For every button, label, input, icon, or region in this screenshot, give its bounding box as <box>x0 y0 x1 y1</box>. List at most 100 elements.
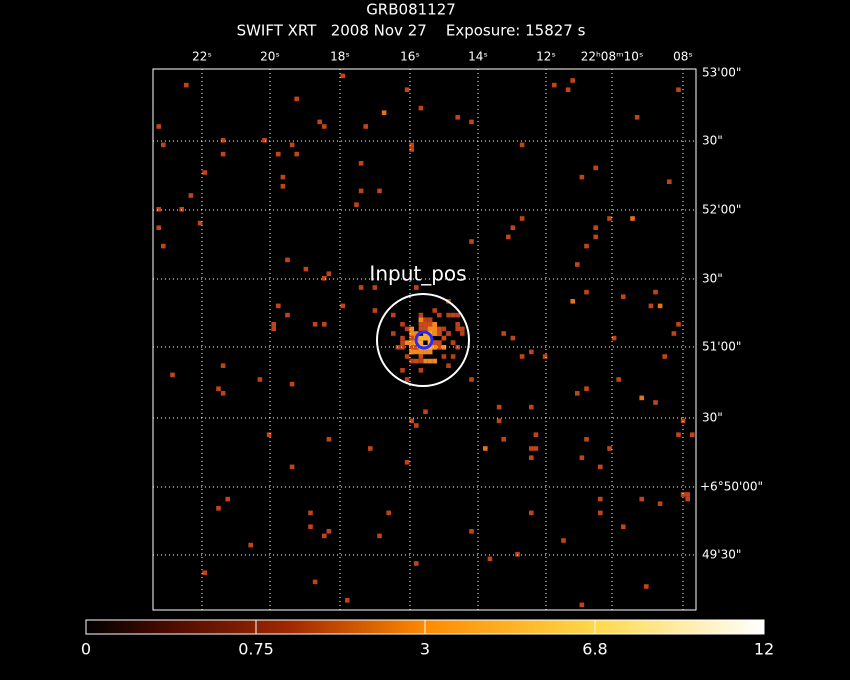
pixel <box>427 322 433 327</box>
colorbar-label: 12 <box>754 640 774 659</box>
pixel <box>289 381 295 387</box>
pixel <box>501 331 506 336</box>
pixel <box>570 78 575 83</box>
pixel <box>308 524 313 529</box>
pixel <box>667 179 672 184</box>
pixel <box>326 271 332 276</box>
pixel <box>519 142 525 148</box>
title: GRB081127 <box>366 1 456 19</box>
pixel <box>685 496 690 502</box>
dec-label: 30" <box>702 411 723 425</box>
pixel <box>653 400 658 405</box>
pixel <box>676 87 681 92</box>
pixel <box>437 326 442 332</box>
colorbar-label: 0 <box>81 640 91 659</box>
pixel <box>414 349 419 355</box>
pixel <box>575 262 580 267</box>
pixel <box>161 243 166 249</box>
pixel <box>381 110 387 115</box>
pixel <box>519 354 525 359</box>
pixel <box>450 354 456 359</box>
pixel <box>598 496 603 502</box>
pixel <box>441 335 447 341</box>
pixel <box>575 391 580 396</box>
pixel <box>671 331 677 336</box>
pixel <box>322 276 327 281</box>
pixel <box>179 207 184 212</box>
pixel <box>400 368 405 373</box>
pixel <box>404 460 410 465</box>
pixel <box>680 418 686 424</box>
ra-label: 18ˢ <box>330 50 350 64</box>
pixel <box>639 496 644 502</box>
pixel <box>386 510 391 516</box>
pixel <box>368 446 373 451</box>
pixel <box>653 289 658 295</box>
pixel <box>414 561 419 566</box>
pixel <box>441 326 447 332</box>
pixel <box>607 446 612 451</box>
pixel <box>515 552 520 557</box>
pixel <box>409 335 414 341</box>
pixel <box>423 322 428 327</box>
pixel <box>690 432 695 437</box>
pixel <box>469 239 474 244</box>
pixel <box>170 372 175 378</box>
pixel <box>220 138 226 143</box>
pixel <box>598 464 603 470</box>
pixel <box>506 234 511 240</box>
colorbar-label: 0.75 <box>238 640 274 659</box>
pixel <box>529 455 534 460</box>
pixel <box>404 87 410 92</box>
pixel <box>418 368 424 373</box>
pixel <box>483 446 488 451</box>
pixel <box>418 349 424 355</box>
pixel <box>676 432 681 437</box>
pixel <box>294 96 299 102</box>
colorbar-labels: 0 0.75 3 6.8 12 <box>81 620 774 659</box>
colorbar-label: 3 <box>420 640 430 659</box>
pixel <box>469 529 474 534</box>
pixel <box>427 317 433 322</box>
pixel <box>289 142 295 148</box>
pixel <box>496 418 502 424</box>
pixel <box>358 188 364 194</box>
photon-pixels <box>156 73 695 608</box>
pixel <box>657 303 663 309</box>
pixel <box>455 326 460 332</box>
pixel <box>427 345 433 350</box>
pixel <box>414 345 419 350</box>
region-label: Input_pos <box>369 262 466 286</box>
pixel <box>607 216 612 221</box>
pixel <box>418 317 424 322</box>
pixel <box>294 151 299 157</box>
pixel <box>621 524 626 529</box>
pixel <box>437 312 442 318</box>
pixel <box>216 386 221 391</box>
pixel <box>409 331 414 336</box>
pixel <box>657 501 663 506</box>
pixel <box>630 216 635 221</box>
pixel <box>423 335 428 341</box>
dec-label: +6°50'00" <box>700 480 763 494</box>
pixel <box>418 354 424 359</box>
pixel <box>423 349 428 355</box>
pixel <box>266 432 272 437</box>
pixel <box>404 326 410 332</box>
input-position-marker <box>414 330 434 350</box>
pixel <box>676 322 681 327</box>
pixel <box>584 289 589 295</box>
pixel <box>220 151 226 157</box>
pixel <box>409 147 414 152</box>
pixel <box>441 345 447 350</box>
pixel <box>611 335 617 341</box>
pixel <box>409 358 414 364</box>
pixel <box>156 225 161 230</box>
pixel <box>427 358 433 364</box>
pixel <box>616 377 621 382</box>
pixel <box>450 312 456 318</box>
pixel <box>418 335 424 341</box>
pixel <box>280 184 286 189</box>
pixel <box>271 326 276 332</box>
ra-label: 14ˢ <box>468 50 488 64</box>
